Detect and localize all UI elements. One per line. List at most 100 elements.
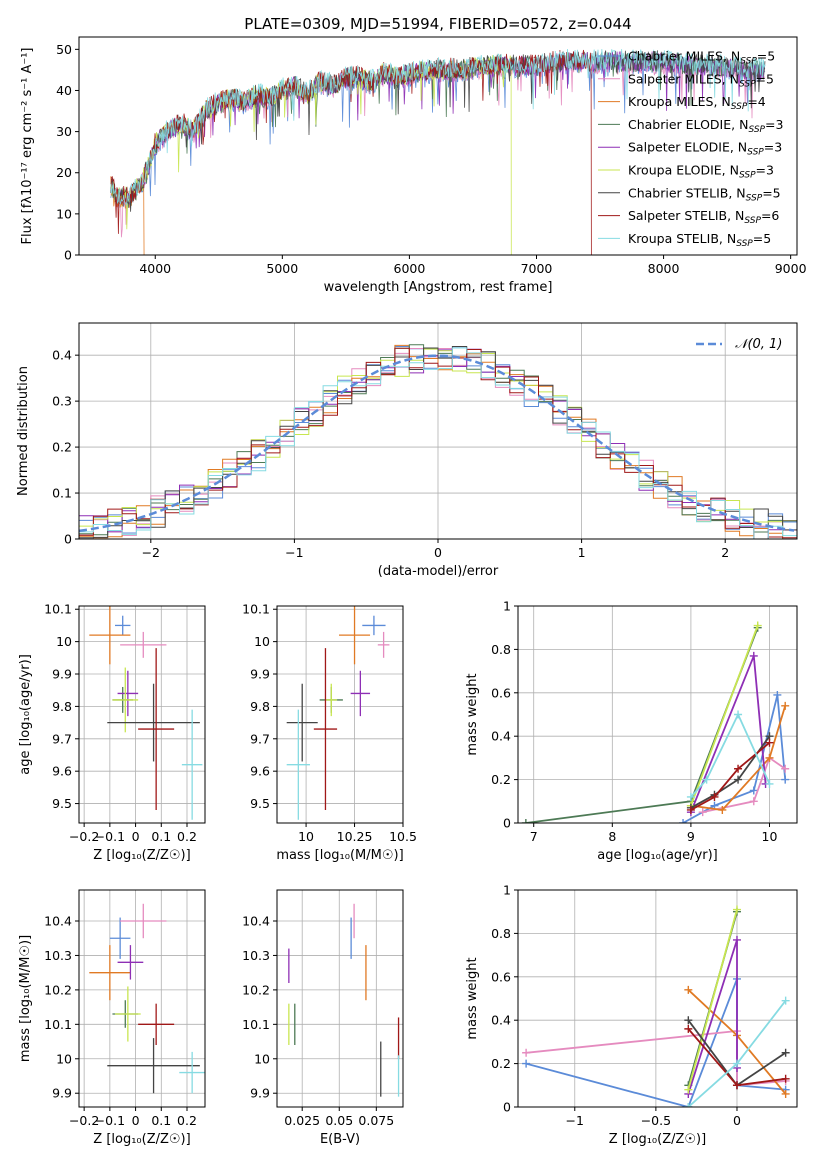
marker-salpeter_miles (781, 764, 790, 773)
marker-chabrier_miles (749, 786, 758, 795)
x-tick-label: 10.25 (337, 829, 373, 844)
mass-vs-EBV-frame (276, 889, 404, 1108)
y-axis-label: age [log₁₀(age/yr)] (18, 654, 33, 775)
legend-label-chabrier_stelib: Chabrier STELIB, NSSP=5 (628, 185, 781, 203)
x-tick-label: −0.1 (95, 829, 125, 844)
y-tick-label: 40 (56, 83, 72, 98)
marker-chabrier_stelib (781, 1048, 790, 1057)
errorbar-kroupa_stelib (181, 709, 203, 820)
errorbar-chabrier_miles (362, 615, 386, 636)
y-tick-label: 0.2 (491, 772, 511, 787)
y-axis-label: mass [log₁₀(M/M☉)] (18, 935, 33, 1062)
y-tick-label: 0.4 (52, 348, 72, 363)
y-tick-label: 10 (56, 1051, 72, 1066)
y-tick-label: 0.2 (52, 440, 72, 455)
normal-curve (79, 354, 795, 533)
y-tick-label: 0.4 (491, 1013, 511, 1028)
mass-vs-EBV-axes: 0.025 0.05 0.075 9.9 10 10.1 10.2 10.3 10.4 E(B-V… (242, 890, 403, 1147)
hist-series-kroupa_stelib (79, 347, 797, 539)
line-series-kroupa_miles (690, 705, 787, 811)
errorbar-chabrier_stelib (286, 683, 318, 762)
marker-chabrier_miles (679, 819, 688, 823)
x-tick-label: 0 (132, 829, 140, 844)
y-tick-label: 9.5 (250, 796, 270, 811)
y-tick-label: 10.1 (44, 602, 72, 617)
x-tick-label: 0.05 (325, 1113, 353, 1128)
mass-weight-vs-age-frame (517, 605, 798, 824)
x-tick-label: 7000 (521, 261, 553, 276)
x-tick-label: 0.2 (177, 1113, 197, 1128)
residual-histogram-plot-area (79, 344, 797, 539)
line-series-salpeter_stelib (690, 742, 771, 811)
marker-kroupa_miles (765, 753, 774, 762)
errorbar-kroupa_miles (339, 606, 371, 665)
marker-kroupa_elodie (684, 1085, 693, 1094)
errorbar-salpeter_stelib (138, 1003, 175, 1045)
y-tick-label: 9.8 (250, 699, 270, 714)
marker-kroupa_miles (718, 805, 727, 814)
marker-salpeter_stelib (765, 738, 774, 747)
errorbar-kroupa_elodie (112, 667, 139, 733)
x-tick-label: 6000 (394, 261, 426, 276)
y-tick-label: 9.7 (52, 731, 72, 746)
line-series-salpeter_miles (702, 756, 786, 813)
y-tick-label: 9.6 (52, 764, 72, 779)
y-axis-label: mass weight (465, 673, 480, 755)
mass-weight-vs-Z-axes: −1 −0.5 0 0 0.2 0.4 0.6 0.8 1 Z [log₁₀(Z/Z☉)] mass… (465, 883, 797, 1147)
y-tick-label: 10.3 (44, 948, 72, 963)
x-axis-label: Z [log₁₀(Z/Z☉)] (93, 1132, 190, 1147)
age-vs-Z-axes: −0.2−0.1 0 0.1 0.2 9.5 9.6 9.7 9.8 9.9 10 10.1 Z [l… (18, 602, 205, 863)
errorbar-salpeter_elodie (350, 670, 371, 717)
y-tick-label: 0.6 (491, 685, 511, 700)
x-tick-label: 10 (298, 829, 314, 844)
y-tick-label: 0 (64, 248, 72, 263)
x-tick-label: 5000 (266, 261, 298, 276)
x-tick-label: 9 (687, 829, 695, 844)
marker-chabrier_stelib (734, 775, 743, 784)
y-tick-label: 10 (254, 1051, 270, 1066)
y-tick-label: 0.6 (491, 969, 511, 984)
errorbar-kroupa_miles (89, 945, 131, 1001)
y-tick-label: 10.1 (242, 602, 270, 617)
age-vs-mass-axes: 10 10.25 10.5 9.5 9.6 9.7 9.8 9.9 10 10.1 mass [lo… (242, 602, 417, 863)
x-axis-label: Z [log₁₀(Z/Z☉)] (93, 848, 190, 863)
spectrum-axes: 4000 5000 6000 7000 8000 9000 0 10 20 30 40 50 wavel… (20, 42, 807, 295)
errorbar-chabrier_stelib (107, 1038, 200, 1094)
marker-kroupa_stelib (686, 792, 695, 801)
x-tick-label: 0.075 (358, 1113, 394, 1128)
x-axis-label: (data-model)/error (378, 564, 499, 579)
marker-salpeter_stelib (686, 805, 695, 814)
line-series-kroupa_elodie (690, 625, 759, 806)
mass-vs-Z-axes: −0.2−0.1 0 0.1 0.2 9.9 10 10.1 10.2 10.3 10.4 Z [l… (18, 890, 205, 1147)
mass-weight-vs-Z-plot-area (522, 905, 790, 1107)
y-axis-label: Flux [fλ10⁻¹⁷ erg cm⁻² s⁻¹ A⁻¹] (20, 48, 35, 245)
y-tick-label: 10.1 (242, 1017, 270, 1032)
y-tick-label: 1 (503, 599, 511, 614)
errorbar-salpeter_miles (377, 631, 390, 658)
x-tick-label: 1 (578, 545, 586, 560)
x-tick-label: 0 (132, 1113, 140, 1128)
y-tick-label: 10 (56, 206, 72, 221)
mass-vs-Z-frame (78, 889, 206, 1108)
errorbar-salpeter_elodie (117, 670, 139, 717)
marker-kroupa_stelib (781, 996, 790, 1005)
marker-kroupa_stelib (732, 1059, 741, 1068)
x-tick-label: −0.2 (69, 1113, 99, 1128)
x-tick-label: 8000 (648, 261, 680, 276)
errorbar-kroupa_elodie (115, 986, 141, 1042)
x-tick-label: 7 (530, 829, 538, 844)
marker-salpeter_miles (749, 797, 758, 806)
x-tick-label: −1 (285, 545, 303, 560)
errorbar-salpeter_miles (120, 631, 167, 658)
age-vs-mass-plot-area (286, 606, 390, 820)
errorbar-salpeter_miles (120, 903, 167, 939)
age-vs-Z-frame (78, 605, 206, 824)
mass-vs-Z-plot-area (89, 903, 205, 1094)
marker-salpeter_miles (698, 808, 707, 817)
x-tick-label: 10 (762, 829, 778, 844)
y-tick-label: 0 (64, 532, 72, 547)
mass-vs-EBV-plot-area (288, 903, 400, 1097)
x-tick-label: −1 (566, 1113, 584, 1128)
age-vs-Z-plot-area (89, 606, 203, 820)
